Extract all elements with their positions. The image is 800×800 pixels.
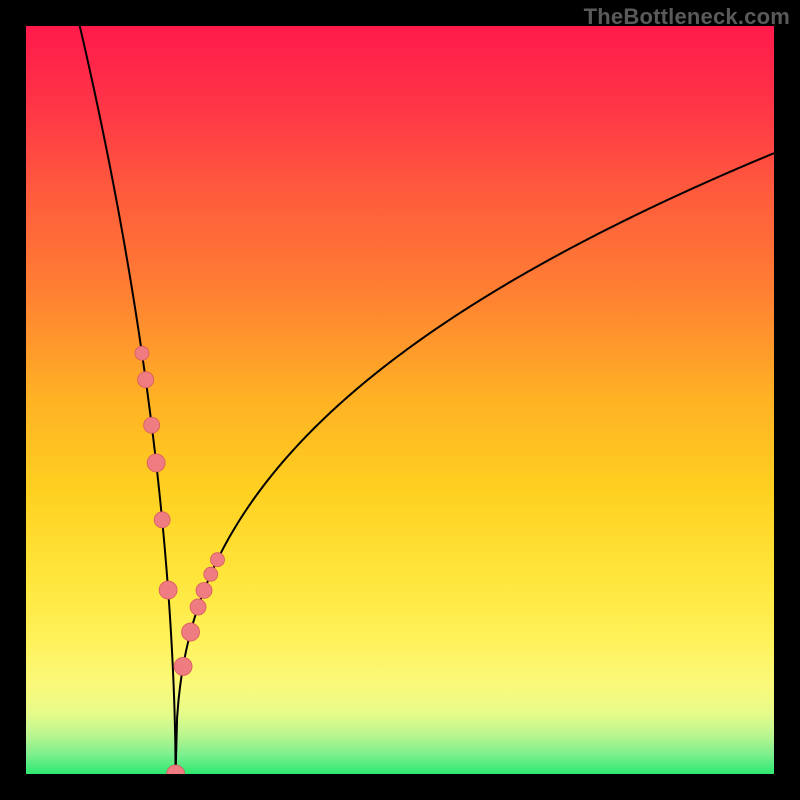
plot-background-gradient [26,26,774,774]
data-marker [196,582,212,598]
data-marker [182,623,200,641]
data-marker [154,512,170,528]
data-marker [204,567,218,581]
data-marker [147,454,165,472]
data-marker [174,657,192,675]
data-marker [144,417,160,433]
data-marker [135,346,149,360]
data-marker [190,599,206,615]
data-marker [159,581,177,599]
data-marker [138,372,154,388]
bottleneck-chart [0,0,800,800]
chart-frame: TheBottleneck.com [0,0,800,800]
data-marker [210,553,224,567]
watermark-text: TheBottleneck.com [584,4,790,30]
